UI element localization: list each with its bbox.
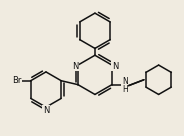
Text: N
H: N H: [122, 77, 128, 94]
Text: Br: Br: [12, 76, 22, 85]
Text: N: N: [72, 62, 78, 71]
Text: N: N: [43, 106, 49, 115]
Text: N: N: [112, 62, 118, 71]
